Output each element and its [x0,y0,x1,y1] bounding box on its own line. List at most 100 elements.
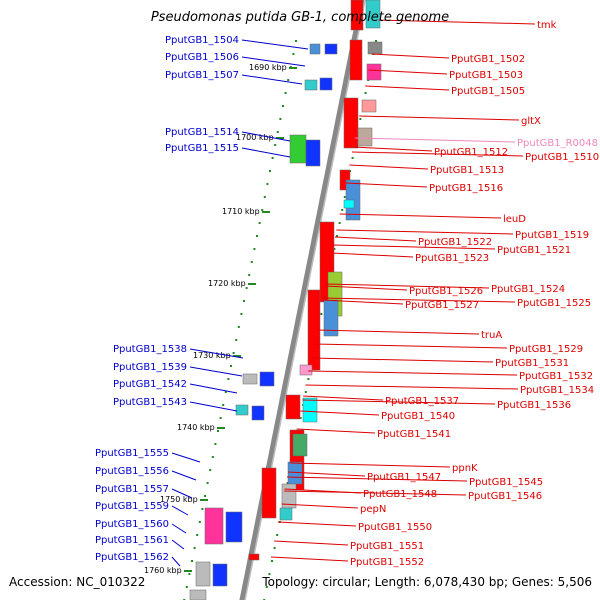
gene-label-reverse: PputGB1_R0048 [517,138,598,149]
label-leader [336,229,514,235]
track-dot [224,391,227,393]
track-dot [274,144,277,146]
gene-label-reverse: PputGB1_1531 [495,358,569,369]
track-dot [222,404,225,406]
track-dot [188,573,191,575]
track-dot [304,391,307,393]
gene-label-forward: PputGB1_1561 [95,535,169,546]
label-leader [296,428,376,434]
label-leader [334,236,417,242]
label-leader [281,503,359,509]
gene-forward [251,405,265,421]
track-dot [276,534,279,536]
track-dot [292,53,295,55]
track-dot [237,326,240,328]
label-leader [313,343,508,349]
track-dot [359,118,362,120]
track-dot [279,118,282,120]
track-dot [261,209,264,211]
gene-label-forward: PputGB1_1555 [95,448,169,459]
label-leader [331,252,414,258]
track-dot [256,235,258,237]
gene-label-reverse: tmk [537,20,557,31]
label-leader [371,53,450,59]
gene-label-reverse: PputGB1_1527 [405,300,479,311]
track-dot [211,456,214,458]
gene-reverse [292,433,308,457]
label-leader [349,164,429,170]
label-leader [345,182,428,188]
label-leader [274,540,349,546]
track-dot [263,196,266,198]
label-leader [286,476,468,482]
track-dot [196,534,199,536]
label-leader [284,490,467,496]
gene-label-reverse: PputGB1_1521 [497,245,571,256]
gene-label-reverse: truA [481,330,502,341]
gene-label-reverse: PputGB1_1525 [517,298,591,309]
track-dot [341,209,344,211]
track-dot [268,573,271,575]
tick-label: 1690 kbp [249,63,287,72]
gene-label-reverse: PputGB1_1552 [350,557,424,568]
track-dot [343,196,346,198]
track-dot [333,248,336,250]
gene-label-reverse: PputGB1_1512 [434,147,508,158]
gene-label-reverse: PputGB1_1547 [367,472,441,483]
track-dot [271,157,274,159]
label-leader [171,488,193,499]
track-dot [230,365,232,367]
gene-forward [305,139,321,167]
label-leader [189,366,243,377]
track-dot [198,521,201,523]
track-dot [232,352,235,354]
label-leader [322,299,404,305]
label-leader [305,384,519,390]
gene-label-reverse: PputGB1_1503 [449,70,523,81]
gene-reverse [299,364,313,376]
track-dot [214,443,217,445]
track-dot [248,274,251,276]
gene-label-forward: PputGB1_1543 [113,397,187,408]
label-leader [310,357,494,363]
gene-reverse [349,39,363,81]
gene-label-forward: PputGB1_1507 [165,70,239,81]
label-leader [308,370,518,376]
gene-forward [309,43,321,55]
gene-label-reverse: PputGB1_1534 [520,385,594,396]
gene-reverse [367,41,383,55]
track-dot [287,79,290,81]
gene-label-forward: PputGB1_1557 [95,484,169,495]
label-leader [171,470,197,481]
gene-reverse [366,63,382,81]
track-dot [282,105,284,107]
gene-forward [225,511,243,543]
gene-label-reverse: PputGB1_1551 [350,541,424,552]
track-dot [273,547,276,549]
label-leader [303,395,384,401]
genome-backbone [239,0,365,600]
gene-forward [289,134,307,164]
gene-label-reverse: PputGB1_1540 [381,411,455,422]
track-dot [286,482,289,484]
accession-text: Accession: NC_010322 [9,575,146,589]
gene-reverse [261,467,277,519]
track-dot [250,261,253,263]
track-dot [295,40,297,42]
track-dot [253,248,256,250]
gene-forward [259,371,275,387]
track-dot [206,482,209,484]
label-leader [289,462,451,468]
gene-reverse [285,394,301,420]
gene-label-forward: PputGB1_1542 [113,379,187,390]
label-leader [171,505,189,516]
track-dot [338,222,341,224]
track-dot [266,183,269,185]
gene-label-forward: PputGB1_1560 [95,519,169,530]
label-leader [171,523,187,534]
label-leader [270,556,349,562]
track-dot [191,560,193,562]
gene-forward [242,373,258,385]
track-dot [284,92,287,94]
